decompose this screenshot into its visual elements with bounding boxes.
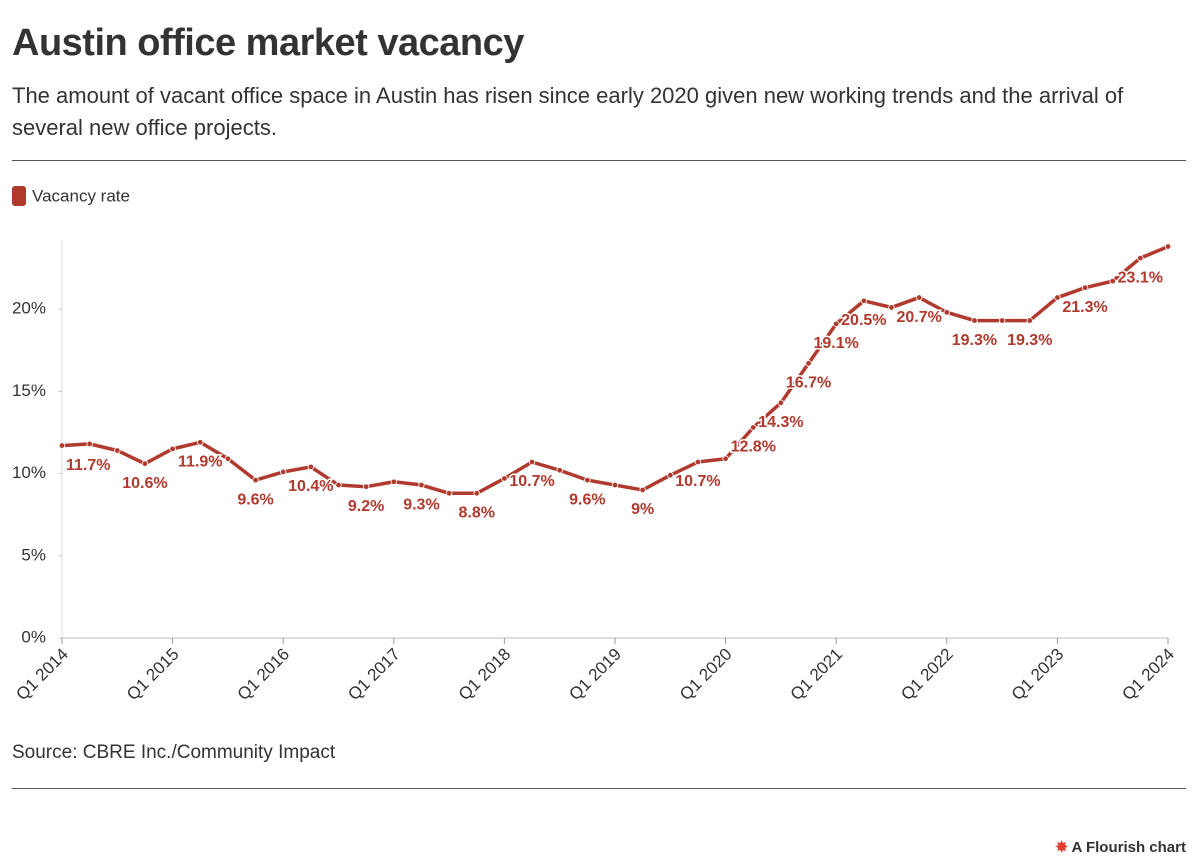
point <box>998 317 1006 324</box>
value-label: 14.3% <box>758 414 803 431</box>
value-label: 21.3% <box>1062 299 1107 316</box>
point <box>639 486 646 494</box>
value-label: 20.7% <box>896 309 941 326</box>
point <box>833 320 840 328</box>
point <box>888 304 895 311</box>
point <box>445 490 453 497</box>
legend-swatch <box>12 186 26 206</box>
y-tick-label: 10% <box>12 463 46 482</box>
point <box>1054 294 1061 301</box>
point <box>335 481 342 489</box>
value-label: 9.6% <box>237 491 273 508</box>
value-label: 12.8% <box>731 439 776 456</box>
point <box>694 458 702 466</box>
x-tick-label: Q1 2021 <box>787 645 847 705</box>
point <box>1164 243 1172 250</box>
x-tick-label: Q1 2022 <box>897 645 957 705</box>
separator <box>12 788 1186 789</box>
chart: Vacancy rate 0% 5% 10% 15% 20% Q1 2014 Q1 2015 Q… <box>12 186 1178 705</box>
x-tick-label: Q1 2020 <box>676 645 736 705</box>
value-label: 9.6% <box>569 491 605 508</box>
point <box>473 490 480 497</box>
value-label: 9.3% <box>403 496 439 513</box>
point <box>1109 277 1116 285</box>
point <box>224 455 232 462</box>
point <box>280 468 287 476</box>
point <box>141 460 149 467</box>
x-tick-label: Q1 2014 <box>12 645 72 705</box>
value-label: 10.6% <box>122 475 167 492</box>
point <box>1026 317 1033 324</box>
y-tick-label: 5% <box>21 545 46 564</box>
point <box>501 475 508 482</box>
source: Source: CBRE Inc./Community Impact <box>12 742 336 763</box>
point <box>805 360 812 367</box>
point <box>528 458 536 466</box>
value-label: 9% <box>631 501 654 518</box>
credit: ✸ A Flourish chart <box>1055 838 1186 856</box>
value-label: 11.9% <box>178 454 222 471</box>
x-tick-label: Q1 2023 <box>1008 645 1068 705</box>
point <box>362 483 370 490</box>
value-label: 8.8% <box>459 504 495 521</box>
point <box>1081 284 1089 291</box>
value-label: 19.3% <box>1007 332 1052 349</box>
logo: ✸ <box>1055 839 1072 856</box>
point <box>418 481 425 489</box>
chart-subtitle: The amount of vacant office space in Aus… <box>12 83 1124 140</box>
value-label: 19.3% <box>952 332 997 349</box>
point <box>667 471 674 479</box>
point <box>1137 254 1144 262</box>
point <box>307 463 315 471</box>
credit-text: A Flourish chart <box>1071 839 1186 856</box>
chart-title: Austin office market vacancy <box>12 22 524 64</box>
y-tick-label: 20% <box>12 299 46 318</box>
x-tick-label: Q1 2015 <box>123 645 183 705</box>
point <box>252 476 259 484</box>
x-tick-label: Q1 2018 <box>455 645 515 705</box>
point <box>750 424 757 431</box>
value-label: 10.7% <box>675 473 720 490</box>
value-label: 10.4% <box>288 478 333 495</box>
value-label: 11.7% <box>66 457 110 474</box>
point <box>971 317 978 324</box>
point <box>915 294 923 301</box>
point <box>611 481 619 489</box>
point <box>114 447 121 454</box>
value-label: 20.5% <box>841 312 886 329</box>
point <box>197 439 204 446</box>
y-tick-label: 15% <box>12 381 46 400</box>
separator <box>12 160 1186 161</box>
x-tick-label: Q1 2019 <box>565 645 625 705</box>
point <box>58 442 66 449</box>
x-tick-label: Q1 2024 <box>1118 645 1178 705</box>
value-label: 16.7% <box>786 375 831 392</box>
point <box>943 309 950 316</box>
point <box>86 440 93 448</box>
value-label: 10.7% <box>509 473 554 490</box>
x-tick-label: Q1 2016 <box>234 645 294 705</box>
value-label: 9.2% <box>348 498 384 515</box>
value-label: 23.1% <box>1118 269 1163 286</box>
point <box>556 467 563 474</box>
point <box>722 455 729 462</box>
point <box>777 399 785 407</box>
point <box>860 297 868 305</box>
point <box>584 476 591 484</box>
value-label: 19.1% <box>814 335 859 352</box>
point <box>169 445 176 453</box>
x-tick-label: Q1 2017 <box>344 645 404 705</box>
legend-label: Vacancy rate <box>32 186 130 205</box>
y-tick-label: 0% <box>21 627 46 646</box>
point <box>390 478 397 485</box>
